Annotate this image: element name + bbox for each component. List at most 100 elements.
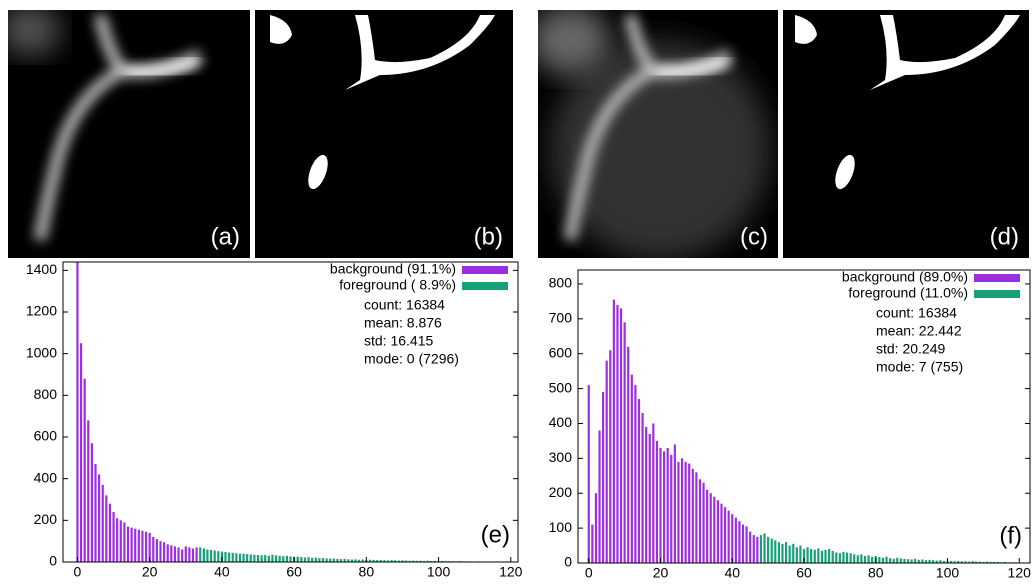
stats-line: mode: 0 (7296) [364, 351, 459, 367]
panel-label: (c) [740, 223, 768, 250]
bar [720, 504, 722, 563]
x-tick-label: 0 [74, 564, 82, 579]
bar [177, 547, 179, 562]
bar [116, 518, 118, 562]
x-tick-label: 80 [359, 564, 375, 579]
bar [235, 553, 237, 562]
bar [261, 555, 263, 562]
y-tick-label: 300 [549, 449, 573, 465]
bar [710, 493, 712, 563]
x-tick-label: 60 [286, 564, 302, 579]
image-c: (c) [530, 5, 778, 260]
bar [785, 542, 787, 563]
bar [860, 554, 862, 563]
bar [315, 558, 317, 562]
bar [760, 535, 762, 563]
y-tick-label: 400 [34, 469, 58, 485]
y-tick-label: 700 [549, 310, 573, 326]
bar [105, 495, 107, 562]
y-tick-label: 800 [549, 275, 573, 291]
bar [778, 542, 780, 563]
x-tick-label: 120 [499, 564, 523, 579]
x-tick-label: 100 [936, 565, 960, 579]
bar [832, 551, 834, 563]
bar [806, 547, 808, 563]
bar [907, 559, 909, 563]
bar [214, 551, 216, 562]
bar [123, 522, 125, 562]
bar [649, 434, 651, 563]
bar [268, 556, 270, 562]
bar [796, 547, 798, 563]
stats-line: count: 16384 [364, 297, 445, 313]
bar [120, 520, 122, 562]
bar [141, 531, 143, 562]
bar [659, 448, 661, 563]
bar [253, 555, 255, 562]
y-tick-label: 1000 [26, 344, 57, 360]
bar [681, 458, 683, 563]
bar [138, 530, 140, 562]
bar [645, 427, 647, 563]
histogram: background (89.0%)foreground (11.0%)0100… [549, 269, 1031, 579]
stats-line: mode: 7 (755) [876, 359, 963, 375]
bar [595, 493, 597, 563]
bar [98, 475, 100, 563]
bar [91, 443, 93, 562]
bar [878, 557, 880, 563]
bar [663, 451, 665, 563]
bar [102, 485, 104, 562]
bar [282, 556, 284, 562]
panel-label: (f) [999, 522, 1022, 549]
bar [613, 300, 615, 563]
bar [824, 550, 826, 563]
bar [239, 554, 241, 562]
legend-label: background (89.0%) [842, 269, 968, 285]
bar [767, 537, 769, 563]
bar [850, 553, 852, 563]
bar [839, 553, 841, 563]
bar [591, 525, 593, 563]
bar [609, 350, 611, 563]
bar [885, 557, 887, 563]
bar [199, 547, 201, 562]
bar [713, 497, 715, 563]
bar [196, 547, 198, 562]
x-tick-label: 20 [142, 564, 158, 579]
panel-label: (e) [481, 521, 510, 548]
bar [279, 556, 281, 562]
bar [792, 544, 794, 563]
bar [242, 554, 244, 562]
stats-line: mean: 8.876 [364, 315, 442, 331]
bar [774, 540, 776, 563]
bar [250, 555, 252, 563]
bar [667, 448, 669, 563]
bar [749, 532, 751, 563]
panel-label: (b) [474, 223, 503, 250]
bar [167, 544, 169, 562]
bar [781, 544, 783, 563]
bars [588, 300, 1017, 563]
bar [224, 552, 226, 562]
bar [598, 430, 600, 563]
bar [304, 557, 306, 562]
bar [264, 555, 266, 562]
bar [232, 553, 234, 562]
bar [170, 545, 172, 562]
bar [311, 558, 313, 562]
bar [333, 558, 335, 562]
x-tick-label: 80 [868, 565, 884, 579]
bar [893, 559, 895, 563]
bar [641, 413, 643, 563]
bar [674, 444, 676, 563]
bar [109, 504, 111, 562]
bar [588, 385, 590, 563]
bar [127, 527, 129, 562]
bar [846, 553, 848, 563]
legend-swatch [462, 282, 508, 290]
bar [753, 535, 755, 563]
bar [131, 528, 133, 562]
bar [94, 464, 96, 562]
image-a: (a) [0, 5, 250, 258]
bar [112, 512, 114, 562]
